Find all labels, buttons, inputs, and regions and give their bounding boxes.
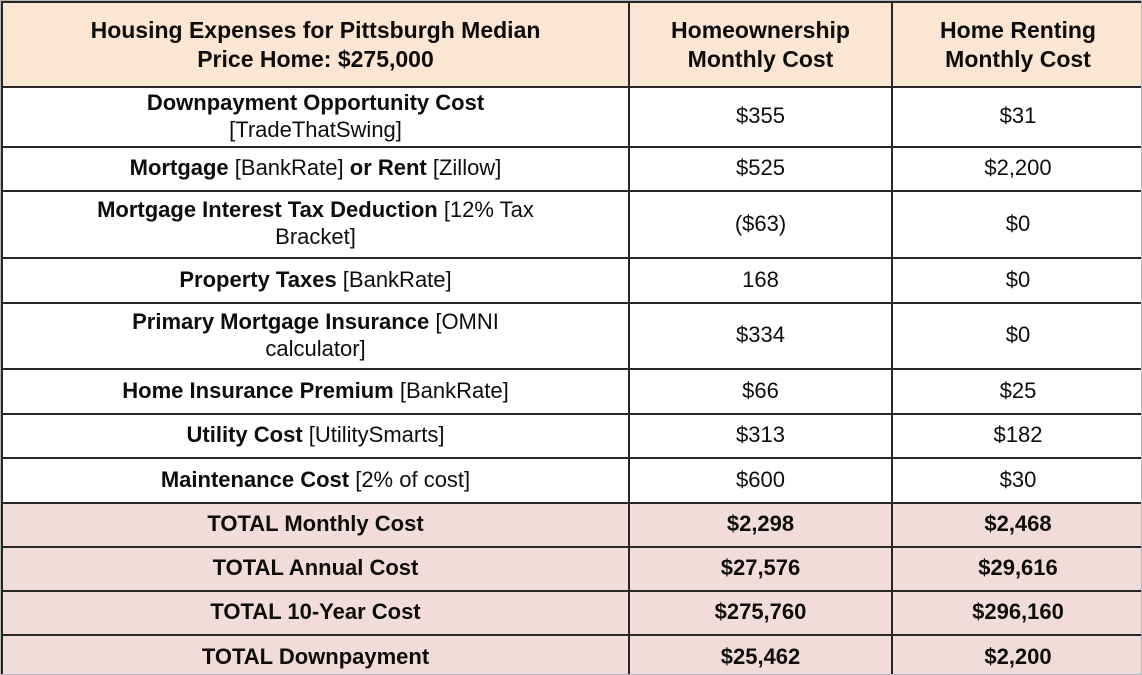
maintenance-cost-label-cell: Maintenance Cost [2% of cost] (1, 456, 630, 504)
table-row-maintenance-cost: Maintenance Cost [2% of cost] $600 $30 (1, 456, 1141, 504)
property-taxes-label-cell: Property Taxes [BankRate] (1, 256, 630, 304)
total-annual-cost-label-cell: TOTAL Annual Cost (1, 545, 630, 592)
property-taxes-homeownership-value: 168 (628, 256, 893, 304)
mortgage-interest-tax-deduction-label-cell: Mortgage Interest Tax Deduction [12% Tax… (1, 189, 630, 259)
downpayment-opportunity-cost-label-cell: Downpayment Opportunity Cost [TradeThatSw… (1, 86, 630, 148)
primary-mortgage-insurance-label-cell: Primary Mortgage Insurance [OMNI calculat… (1, 301, 630, 370)
table-row-primary-mortgage-insurance: Primary Mortgage Insurance [OMNI calculat… (1, 301, 1141, 370)
home-insurance-premium-renting-value: $25 (891, 367, 1141, 415)
utility-cost-homeownership-value: $313 (628, 412, 893, 459)
mortgage-interest-tax-deduction-renting-value: $0 (891, 189, 1141, 259)
mortgage-or-rent-homeownership-value: $525 (628, 145, 893, 192)
header-home-renting-cell: Home Renting Monthly Cost (891, 1, 1141, 88)
total-monthly-cost-renting-value: $2,468 (891, 501, 1141, 548)
total-downpayment-label-cell: TOTAL Downpayment (1, 633, 630, 674)
total-10-year-cost-homeownership-value: $275,760 (628, 589, 893, 636)
utility-cost-renting-value: $182 (891, 412, 1141, 459)
table-row-mortgage-or-rent: Mortgage [BankRate] or Rent [Zillow] $525… (1, 145, 1141, 192)
total-annual-cost-homeownership-value: $27,576 (628, 545, 893, 592)
table-title-cell: Housing Expenses for Pittsburgh Median Pr… (1, 1, 630, 88)
total-monthly-cost-homeownership-value: $2,298 (628, 501, 893, 548)
table-row-total-downpayment: TOTAL Downpayment $25,462 $2,200 (1, 633, 1141, 674)
table-row-property-taxes: Property Taxes [BankRate] 168 $0 (1, 256, 1141, 304)
table-row-utility-cost: Utility Cost [UtilitySmarts] $313 $182 (1, 412, 1141, 459)
downpayment-opportunity-cost-homeownership-value: $355 (628, 86, 893, 148)
mortgage-interest-tax-deduction-homeownership-value: ($63) (628, 189, 893, 259)
total-monthly-cost-label-cell: TOTAL Monthly Cost (1, 501, 630, 548)
downpayment-opportunity-cost-renting-value: $31 (891, 86, 1141, 148)
total-downpayment-renting-value: $2,200 (891, 633, 1141, 674)
table-row-downpayment-opportunity-cost: Downpayment Opportunity Cost [TradeThatSw… (1, 86, 1141, 148)
table-row-total-10-year-cost: TOTAL 10-Year Cost $275,760 $296,160 (1, 589, 1141, 636)
table-row-total-annual-cost: TOTAL Annual Cost $27,576 $29,616 (1, 545, 1141, 592)
table-row-mortgage-interest-tax-deduction: Mortgage Interest Tax Deduction [12% Tax… (1, 189, 1141, 259)
primary-mortgage-insurance-homeownership-value: $334 (628, 301, 893, 370)
primary-mortgage-insurance-renting-value: $0 (891, 301, 1141, 370)
header-homeownership-cell: Homeownership Monthly Cost (628, 1, 893, 88)
table-body: Downpayment Opportunity Cost [TradeThatSw… (1, 86, 1141, 674)
maintenance-cost-renting-value: $30 (891, 456, 1141, 504)
utility-cost-label-cell: Utility Cost [UtilitySmarts] (1, 412, 630, 459)
table-row-home-insurance-premium: Home Insurance Premium [BankRate] $66 $25 (1, 367, 1141, 415)
mortgage-or-rent-renting-value: $2,200 (891, 145, 1141, 192)
property-taxes-renting-value: $0 (891, 256, 1141, 304)
home-insurance-premium-label-cell: Home Insurance Premium [BankRate] (1, 367, 630, 415)
maintenance-cost-homeownership-value: $600 (628, 456, 893, 504)
total-downpayment-homeownership-value: $25,462 (628, 633, 893, 674)
total-10-year-cost-renting-value: $296,160 (891, 589, 1141, 636)
home-insurance-premium-homeownership-value: $66 (628, 367, 893, 415)
mortgage-or-rent-label-cell: Mortgage [BankRate] or Rent [Zillow] (1, 145, 630, 192)
table-row-total-monthly-cost: TOTAL Monthly Cost $2,298 $2,468 (1, 501, 1141, 548)
total-10-year-cost-label-cell: TOTAL 10-Year Cost (1, 589, 630, 636)
total-annual-cost-renting-value: $29,616 (891, 545, 1141, 592)
header-row: Housing Expenses for Pittsburgh Median Pr… (1, 1, 1141, 88)
